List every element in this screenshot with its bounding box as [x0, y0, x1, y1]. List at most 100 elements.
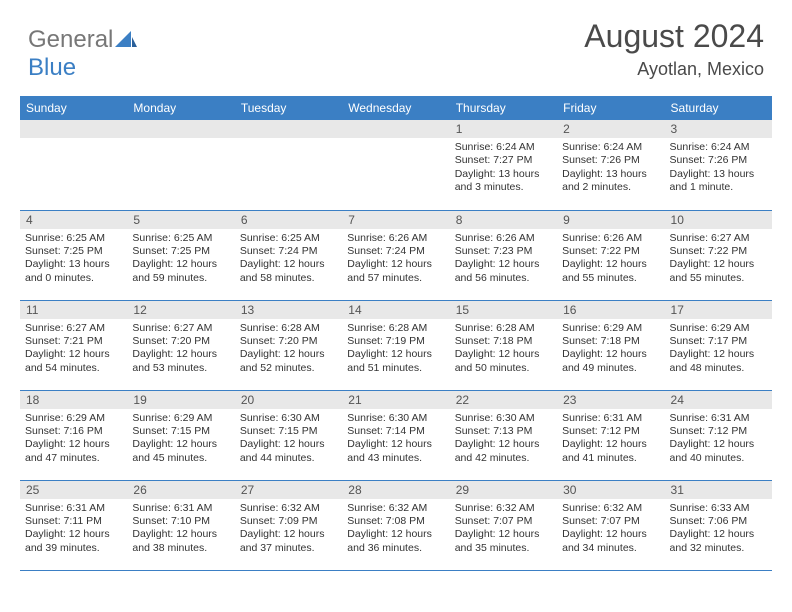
daylight-text: Daylight: 12 hours and 49 minutes. [562, 348, 659, 375]
day-body: Sunrise: 6:26 AMSunset: 7:24 PMDaylight:… [342, 229, 449, 290]
day-number [342, 120, 449, 138]
day-number: 17 [665, 301, 772, 319]
daylight-text: Daylight: 12 hours and 55 minutes. [670, 258, 767, 285]
day-body: Sunrise: 6:29 AMSunset: 7:18 PMDaylight:… [557, 319, 664, 380]
day-body: Sunrise: 6:30 AMSunset: 7:14 PMDaylight:… [342, 409, 449, 470]
weekday-header: Monday [127, 96, 234, 120]
day-body: Sunrise: 6:29 AMSunset: 7:16 PMDaylight:… [20, 409, 127, 470]
calendar-head: SundayMondayTuesdayWednesdayThursdayFrid… [20, 96, 772, 120]
sunset-text: Sunset: 7:15 PM [240, 425, 337, 438]
calendar-cell: 29Sunrise: 6:32 AMSunset: 7:07 PMDayligh… [450, 480, 557, 570]
daylight-text: Daylight: 12 hours and 58 minutes. [240, 258, 337, 285]
logo-sail-icon [115, 26, 137, 54]
day-number: 11 [20, 301, 127, 319]
sunrise-text: Sunrise: 6:30 AM [455, 412, 552, 425]
day-number: 21 [342, 391, 449, 409]
calendar-row: 18Sunrise: 6:29 AMSunset: 7:16 PMDayligh… [20, 390, 772, 480]
sunset-text: Sunset: 7:20 PM [132, 335, 229, 348]
day-number: 24 [665, 391, 772, 409]
calendar-cell: 30Sunrise: 6:32 AMSunset: 7:07 PMDayligh… [557, 480, 664, 570]
sunset-text: Sunset: 7:18 PM [562, 335, 659, 348]
day-body: Sunrise: 6:24 AMSunset: 7:27 PMDaylight:… [450, 138, 557, 199]
sunrise-text: Sunrise: 6:27 AM [132, 322, 229, 335]
sunrise-text: Sunrise: 6:24 AM [455, 141, 552, 154]
day-number: 14 [342, 301, 449, 319]
calendar-cell: 18Sunrise: 6:29 AMSunset: 7:16 PMDayligh… [20, 390, 127, 480]
day-number: 18 [20, 391, 127, 409]
day-number: 20 [235, 391, 342, 409]
sunset-text: Sunset: 7:15 PM [132, 425, 229, 438]
sunset-text: Sunset: 7:27 PM [455, 154, 552, 167]
sunrise-text: Sunrise: 6:24 AM [670, 141, 767, 154]
day-body: Sunrise: 6:29 AMSunset: 7:17 PMDaylight:… [665, 319, 772, 380]
sunrise-text: Sunrise: 6:27 AM [670, 232, 767, 245]
calendar-cell: 26Sunrise: 6:31 AMSunset: 7:10 PMDayligh… [127, 480, 234, 570]
day-body: Sunrise: 6:25 AMSunset: 7:25 PMDaylight:… [127, 229, 234, 290]
daylight-text: Daylight: 12 hours and 37 minutes. [240, 528, 337, 555]
sunrise-text: Sunrise: 6:30 AM [347, 412, 444, 425]
calendar-cell: 16Sunrise: 6:29 AMSunset: 7:18 PMDayligh… [557, 300, 664, 390]
day-body: Sunrise: 6:25 AMSunset: 7:25 PMDaylight:… [20, 229, 127, 290]
day-body: Sunrise: 6:28 AMSunset: 7:20 PMDaylight:… [235, 319, 342, 380]
day-number: 13 [235, 301, 342, 319]
sunset-text: Sunset: 7:24 PM [347, 245, 444, 258]
sunset-text: Sunset: 7:26 PM [670, 154, 767, 167]
day-number: 8 [450, 211, 557, 229]
day-number: 10 [665, 211, 772, 229]
calendar-cell: 27Sunrise: 6:32 AMSunset: 7:09 PMDayligh… [235, 480, 342, 570]
sunset-text: Sunset: 7:06 PM [670, 515, 767, 528]
daylight-text: Daylight: 12 hours and 39 minutes. [25, 528, 122, 555]
calendar-cell: 24Sunrise: 6:31 AMSunset: 7:12 PMDayligh… [665, 390, 772, 480]
sunrise-text: Sunrise: 6:31 AM [25, 502, 122, 515]
calendar-table: SundayMondayTuesdayWednesdayThursdayFrid… [20, 96, 772, 571]
day-number: 31 [665, 481, 772, 499]
weekday-header: Tuesday [235, 96, 342, 120]
day-body: Sunrise: 6:29 AMSunset: 7:15 PMDaylight:… [127, 409, 234, 470]
daylight-text: Daylight: 12 hours and 44 minutes. [240, 438, 337, 465]
calendar-cell: 11Sunrise: 6:27 AMSunset: 7:21 PMDayligh… [20, 300, 127, 390]
day-body: Sunrise: 6:26 AMSunset: 7:22 PMDaylight:… [557, 229, 664, 290]
daylight-text: Daylight: 12 hours and 54 minutes. [25, 348, 122, 375]
calendar-cell: 7Sunrise: 6:26 AMSunset: 7:24 PMDaylight… [342, 210, 449, 300]
daylight-text: Daylight: 12 hours and 32 minutes. [670, 528, 767, 555]
day-number: 25 [20, 481, 127, 499]
daylight-text: Daylight: 12 hours and 38 minutes. [132, 528, 229, 555]
sunset-text: Sunset: 7:07 PM [562, 515, 659, 528]
daylight-text: Daylight: 12 hours and 59 minutes. [132, 258, 229, 285]
sunrise-text: Sunrise: 6:33 AM [670, 502, 767, 515]
sunrise-text: Sunrise: 6:26 AM [562, 232, 659, 245]
day-number [235, 120, 342, 138]
daylight-text: Daylight: 12 hours and 47 minutes. [25, 438, 122, 465]
sunrise-text: Sunrise: 6:26 AM [455, 232, 552, 245]
weekday-header: Sunday [20, 96, 127, 120]
weekday-header: Wednesday [342, 96, 449, 120]
calendar-cell: 8Sunrise: 6:26 AMSunset: 7:23 PMDaylight… [450, 210, 557, 300]
daylight-text: Daylight: 12 hours and 35 minutes. [455, 528, 552, 555]
day-body: Sunrise: 6:27 AMSunset: 7:22 PMDaylight:… [665, 229, 772, 290]
daylight-text: Daylight: 12 hours and 43 minutes. [347, 438, 444, 465]
sunrise-text: Sunrise: 6:32 AM [562, 502, 659, 515]
sunrise-text: Sunrise: 6:29 AM [132, 412, 229, 425]
sunrise-text: Sunrise: 6:31 AM [562, 412, 659, 425]
sunset-text: Sunset: 7:22 PM [562, 245, 659, 258]
daylight-text: Daylight: 12 hours and 40 minutes. [670, 438, 767, 465]
sunset-text: Sunset: 7:09 PM [240, 515, 337, 528]
sunset-text: Sunset: 7:20 PM [240, 335, 337, 348]
weekday-header: Friday [557, 96, 664, 120]
sunrise-text: Sunrise: 6:30 AM [240, 412, 337, 425]
daylight-text: Daylight: 13 hours and 2 minutes. [562, 168, 659, 195]
daylight-text: Daylight: 12 hours and 34 minutes. [562, 528, 659, 555]
day-number: 16 [557, 301, 664, 319]
daylight-text: Daylight: 12 hours and 52 minutes. [240, 348, 337, 375]
day-body: Sunrise: 6:32 AMSunset: 7:08 PMDaylight:… [342, 499, 449, 560]
sunrise-text: Sunrise: 6:25 AM [240, 232, 337, 245]
sunset-text: Sunset: 7:17 PM [670, 335, 767, 348]
logo: General Blue [28, 18, 137, 82]
day-body: Sunrise: 6:28 AMSunset: 7:19 PMDaylight:… [342, 319, 449, 380]
day-number: 26 [127, 481, 234, 499]
sunset-text: Sunset: 7:12 PM [670, 425, 767, 438]
sunset-text: Sunset: 7:26 PM [562, 154, 659, 167]
daylight-text: Daylight: 12 hours and 53 minutes. [132, 348, 229, 375]
day-body: Sunrise: 6:28 AMSunset: 7:18 PMDaylight:… [450, 319, 557, 380]
sunrise-text: Sunrise: 6:29 AM [562, 322, 659, 335]
